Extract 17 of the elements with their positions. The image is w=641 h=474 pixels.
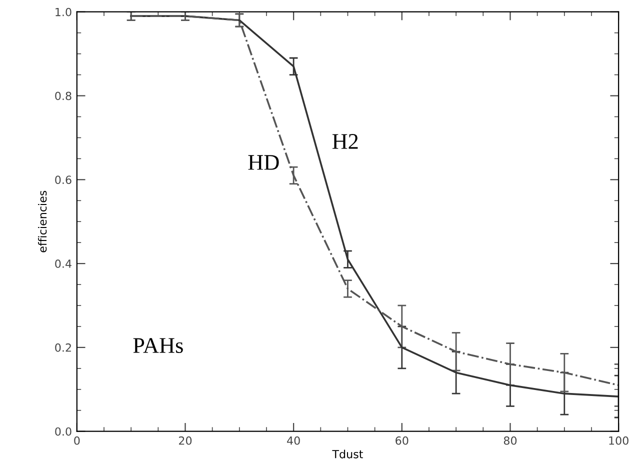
x-tick-label: 100 [609, 436, 628, 445]
y-tick-label: 0.2 [55, 343, 71, 352]
y-tick-label: 0.0 [55, 427, 72, 436]
annotation: PAHs [133, 338, 183, 354]
x-axis-title: Tdust [332, 450, 363, 458]
x-tick-label: 0 [74, 436, 80, 445]
x-tick-label: 20 [178, 436, 192, 445]
y-tick-label: 0.4 [55, 260, 72, 268]
y-tick-label: 1.0 [56, 8, 72, 16]
y-tick-label: 0.8 [55, 92, 72, 100]
series-label: H2 [332, 134, 358, 149]
x-tick-label: 80 [504, 436, 517, 445]
x-tick-label: 60 [396, 436, 408, 445]
y-tick-label: 0.6 [55, 176, 72, 184]
series-label: HD [248, 155, 279, 170]
y-axis-title: efficiencies [38, 190, 47, 252]
x-tick-label: 40 [287, 436, 300, 445]
